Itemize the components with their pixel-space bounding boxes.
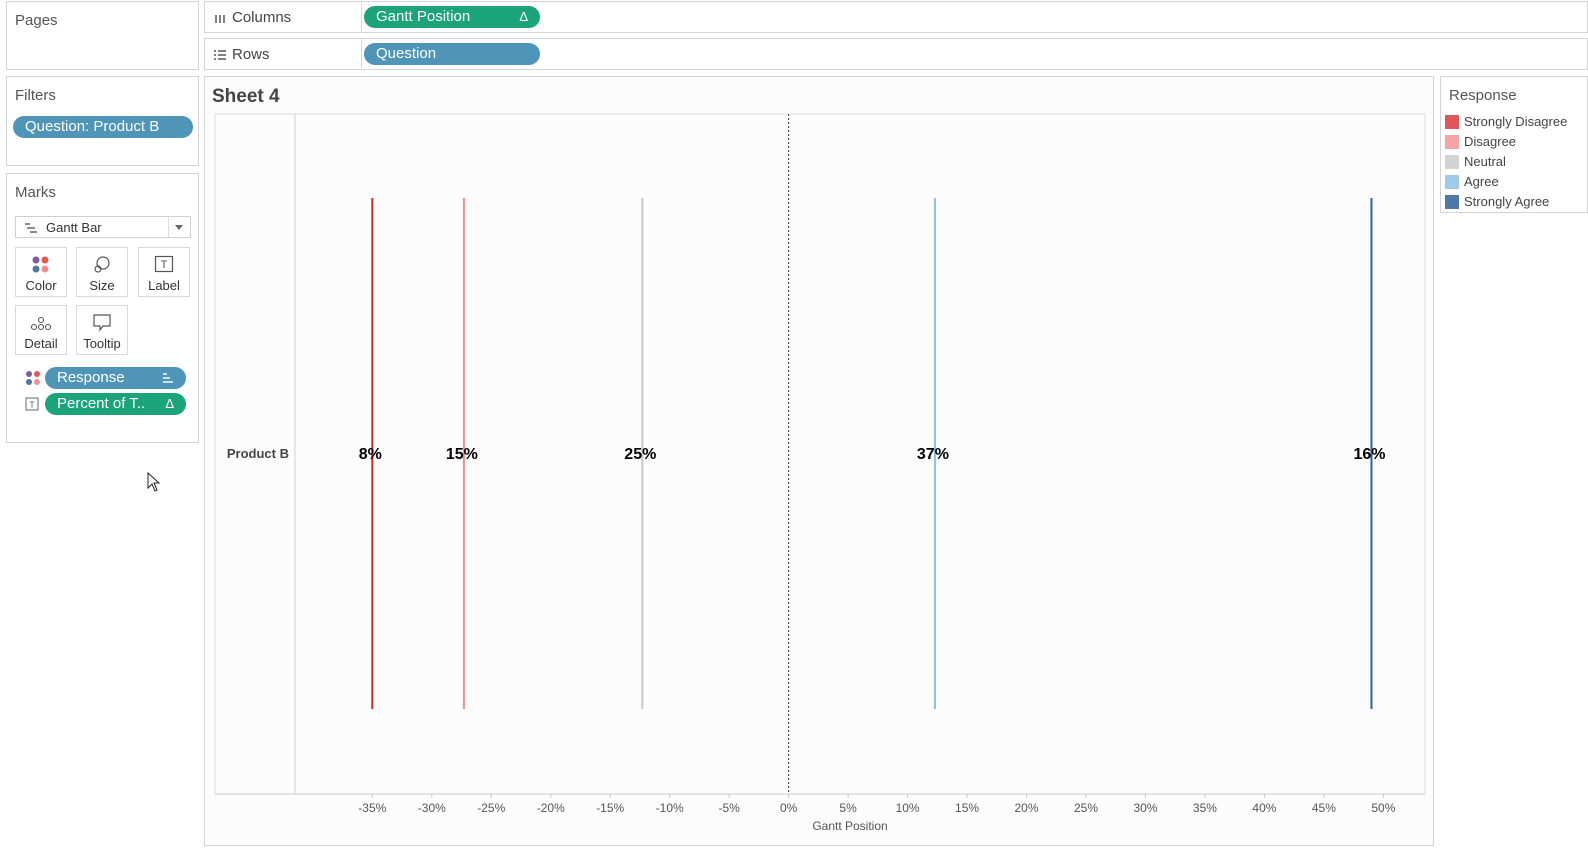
plot-area: [214, 113, 1426, 795]
mark-type-dropdown[interactable]: Gantt Bar: [15, 216, 191, 238]
color-icon: [16, 255, 66, 275]
filters-title: Filters: [15, 87, 56, 104]
legend-swatch: [1445, 195, 1459, 209]
filter-pill-question[interactable]: Question: Product B: [13, 116, 193, 138]
legend-swatch: [1445, 175, 1459, 189]
columns-divider: [361, 2, 362, 32]
size-icon: [77, 255, 127, 275]
rows-label: Rows: [232, 46, 270, 63]
data-label: 16%: [1353, 446, 1385, 463]
svg-text:T: T: [161, 259, 168, 271]
x-axis-title: Gantt Position: [812, 819, 887, 833]
tooltip-label: Tooltip: [83, 336, 121, 351]
filters-card: Filters Question: Product B: [6, 76, 199, 166]
data-label: 15%: [446, 446, 478, 463]
x-tick-label: 30%: [1133, 801, 1157, 815]
delta-icon: Δ: [519, 9, 528, 24]
legend-swatch: [1445, 115, 1459, 129]
label-button[interactable]: T Label: [138, 247, 190, 297]
dropdown-divider: [168, 217, 169, 237]
x-tick-label: -25%: [477, 801, 505, 815]
legend-label: Agree: [1464, 174, 1499, 189]
gantt-position-pill[interactable]: Gantt Position Δ: [364, 6, 540, 28]
x-tick-label: 40%: [1252, 801, 1276, 815]
color-button[interactable]: Color: [15, 247, 67, 297]
x-tick-label: 35%: [1193, 801, 1217, 815]
size-label: Size: [89, 278, 115, 293]
columns-shelf: Columns Gantt Position Δ: [204, 1, 1588, 33]
label-encoding-icon: T: [25, 397, 39, 411]
x-tick-label: -5%: [718, 801, 740, 815]
data-label: 8%: [359, 446, 382, 463]
detail-icon: [16, 313, 66, 333]
delta-icon: Δ: [165, 396, 174, 411]
gantt-position-pill-label: Gantt Position: [376, 8, 471, 25]
size-button[interactable]: Size: [76, 247, 128, 297]
tooltip-icon: [77, 313, 127, 333]
color-label: Color: [25, 278, 57, 293]
sheet-title: Sheet 4: [212, 86, 280, 107]
legend-label: Neutral: [1464, 154, 1506, 169]
detail-label: Detail: [24, 336, 58, 351]
legend-title: Response: [1449, 87, 1517, 104]
x-tick-label: 5%: [839, 801, 857, 815]
columns-icon: [214, 11, 226, 23]
x-tick-label: -15%: [596, 801, 624, 815]
percent-pill[interactable]: Percent of T.. Δ: [45, 393, 186, 415]
sheet-view: Sheet 4 Product B -35% -30% -25% -20% -15% -10…: [204, 76, 1434, 846]
mark-type-label: Gantt Bar: [46, 220, 102, 235]
x-tick-label: -30%: [418, 801, 446, 815]
percent-pill-label: Percent of T..: [57, 395, 146, 412]
pages-card: Pages: [6, 1, 199, 70]
x-tick-label: -10%: [656, 801, 684, 815]
x-tick-label: 25%: [1074, 801, 1098, 815]
text-icon: T: [139, 255, 189, 275]
legend-label: Disagree: [1464, 134, 1517, 149]
gantt-bar-icon: [24, 221, 38, 233]
question-pill[interactable]: Question: [364, 43, 540, 65]
color-encoding-icon: [25, 370, 41, 386]
x-tick-label: 10%: [896, 801, 920, 815]
x-tick-label: 45%: [1312, 801, 1336, 815]
label-label: Label: [148, 278, 180, 293]
x-tick-label: -20%: [537, 801, 565, 815]
marks-title: Marks: [15, 184, 56, 201]
x-tick-label: 20%: [1015, 801, 1039, 815]
x-tick-label: 15%: [955, 801, 979, 815]
pages-title: Pages: [15, 12, 58, 29]
rows-divider: [361, 39, 362, 69]
sort-icon: [162, 367, 174, 392]
x-tick-label: 50%: [1371, 801, 1395, 815]
marks-card: Marks Gantt Bar Color Size T Label Detai…: [6, 173, 199, 443]
response-pill-label: Response: [57, 369, 125, 386]
row-label: Product B: [227, 446, 289, 461]
legend-swatch: [1445, 135, 1459, 149]
svg-text:T: T: [29, 400, 35, 410]
data-label: 25%: [624, 446, 656, 463]
rows-icon: [213, 48, 227, 60]
chevron-down-icon[interactable]: [175, 225, 183, 230]
detail-button[interactable]: Detail: [15, 305, 67, 355]
columns-label: Columns: [232, 9, 292, 26]
legend-card: Response Strongly Disagree Disagree Neutra…: [1440, 76, 1588, 213]
legend-swatch: [1445, 155, 1459, 169]
response-pill[interactable]: Response: [45, 367, 186, 389]
gantt-chart: Product B -35% -30% -25% -20% -15% -10% -5% 0% 5%…: [214, 113, 1426, 833]
x-tick-label: 0%: [780, 801, 798, 815]
x-tick-label: -35%: [358, 801, 386, 815]
data-label: 37%: [917, 446, 949, 463]
mouse-cursor-icon: [147, 471, 161, 492]
rows-shelf: Rows Question: [204, 38, 1588, 70]
tooltip-button[interactable]: Tooltip: [76, 305, 128, 355]
legend-label: Strongly Agree: [1464, 194, 1550, 209]
legend-label: Strongly Disagree: [1464, 114, 1568, 129]
